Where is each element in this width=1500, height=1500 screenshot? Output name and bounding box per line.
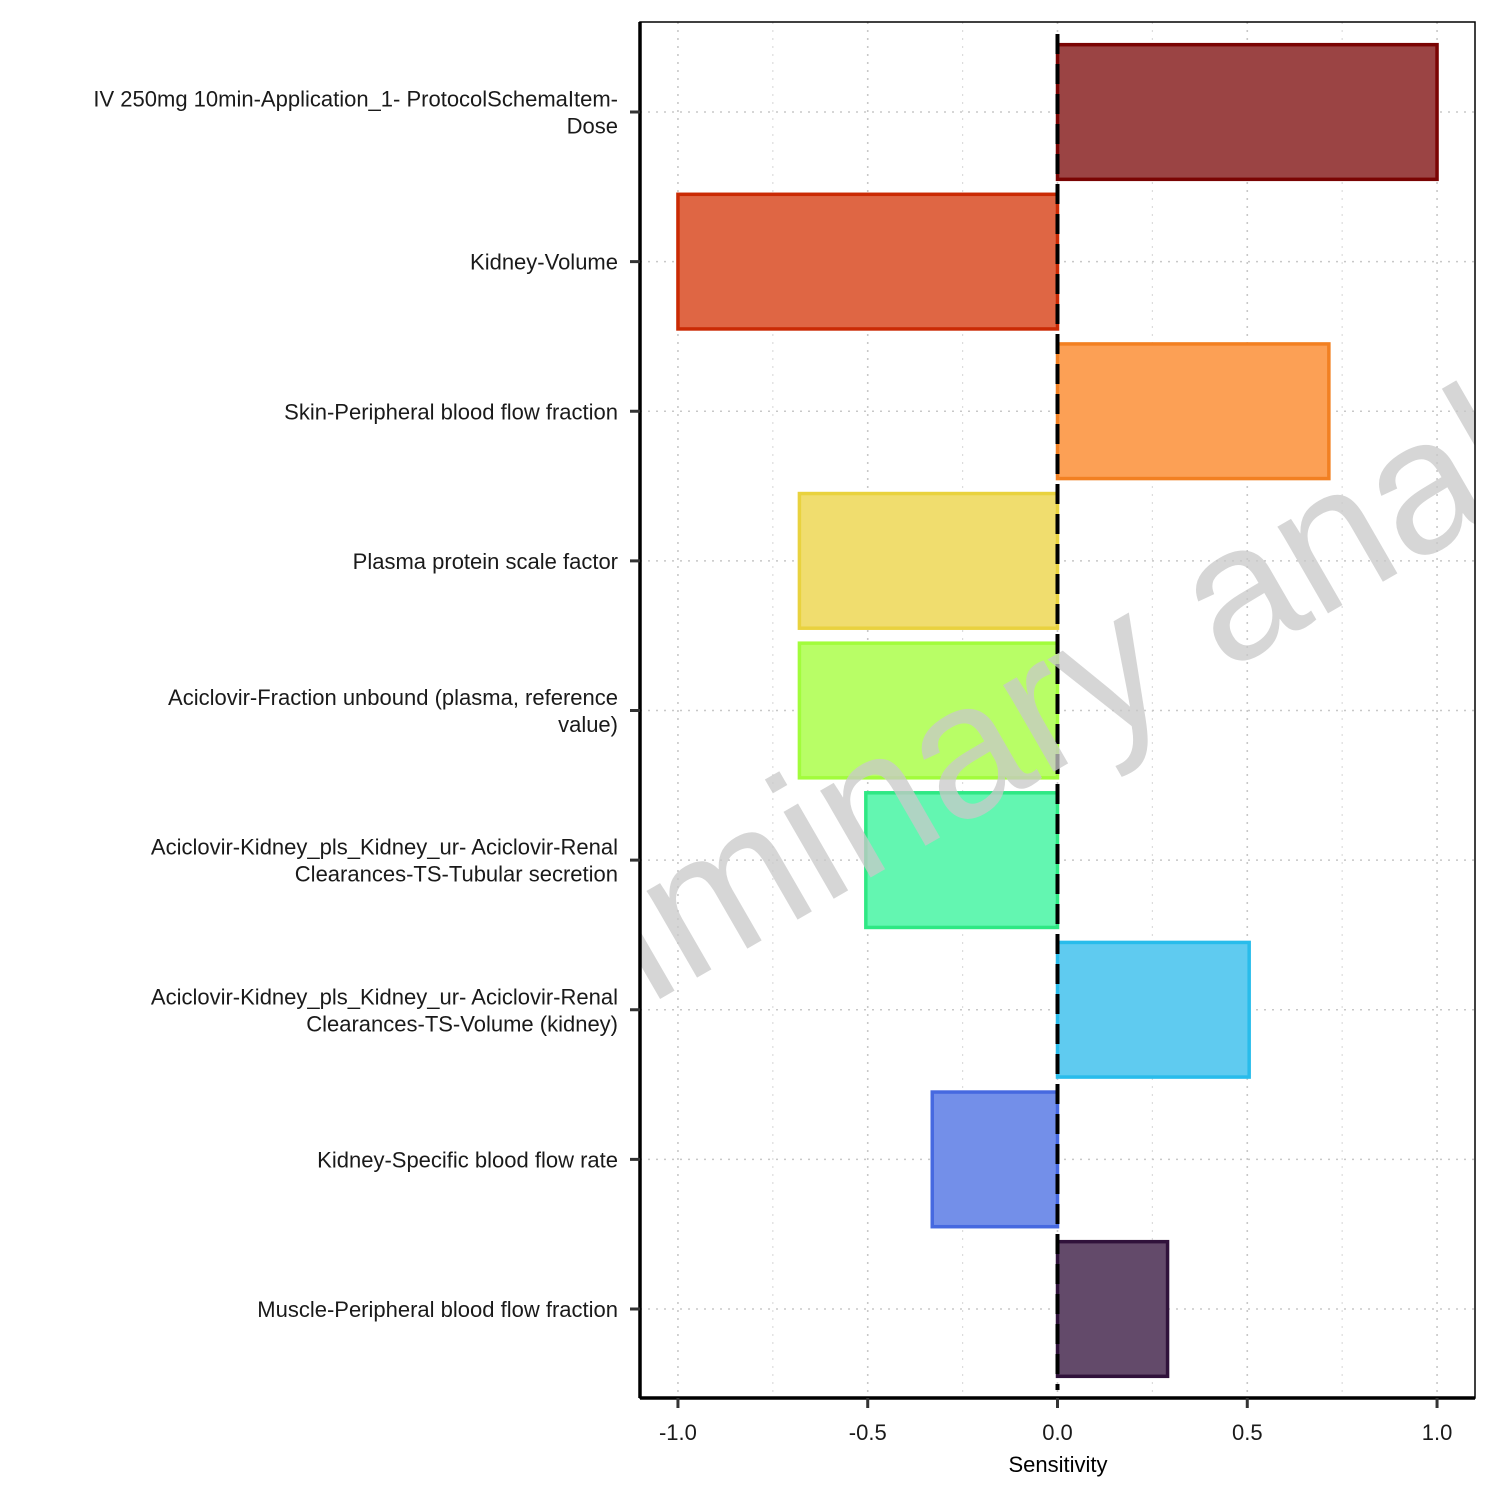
y-axis-labels: IV 250mg 10min-Application_1- ProtocolSc… xyxy=(93,87,618,1323)
bar-6 xyxy=(864,791,1060,930)
x-axis-title: Sensitivity xyxy=(1008,1452,1107,1477)
y-axis-ticks xyxy=(630,110,640,1311)
category-label: Kidney-Volume xyxy=(470,250,618,275)
x-tick-label: -0.5 xyxy=(849,1420,887,1445)
x-tick-label: 0.5 xyxy=(1232,1420,1263,1445)
category-label: IV 250mg 10min-Application_1- ProtocolSc… xyxy=(93,87,618,112)
x-tick-label: 0.0 xyxy=(1042,1420,1073,1445)
category-label: Skin-Peripheral blood flow fraction xyxy=(284,399,618,424)
category-label: value) xyxy=(558,712,618,737)
category-label: Aciclovir-Fraction unbound (plasma, refe… xyxy=(168,685,618,710)
category-label: Aciclovir-Kidney_pls_Kidney_ur- Aciclovi… xyxy=(151,835,618,860)
x-axis-ticks: -1.0 -0.5 0.0 0.5 1.0 xyxy=(659,1398,1452,1445)
category-label: Aciclovir-Kidney_pls_Kidney_ur- Aciclovi… xyxy=(151,984,618,1009)
bars xyxy=(676,42,1439,1379)
category-label: Kidney-Specific blood flow rate xyxy=(317,1147,618,1172)
bar-4 xyxy=(797,491,1060,630)
bar-3 xyxy=(1055,342,1331,481)
category-label: Dose xyxy=(567,114,618,139)
bar-2 xyxy=(676,192,1060,331)
bar-8 xyxy=(930,1090,1060,1229)
category-label: Muscle-Peripheral blood flow fraction xyxy=(257,1297,618,1322)
category-label: Clearances-TS-Volume (kidney) xyxy=(306,1011,618,1036)
bar-1 xyxy=(1055,42,1439,182)
bar-5 xyxy=(797,641,1060,780)
category-label: Plasma protein scale factor xyxy=(353,549,618,574)
x-tick-label: -1.0 xyxy=(659,1420,697,1445)
bar-9 xyxy=(1055,1239,1170,1379)
bar-7 xyxy=(1055,940,1251,1079)
category-label: Clearances-TS-Tubular secretion xyxy=(295,862,618,887)
x-tick-label: 1.0 xyxy=(1422,1420,1453,1445)
